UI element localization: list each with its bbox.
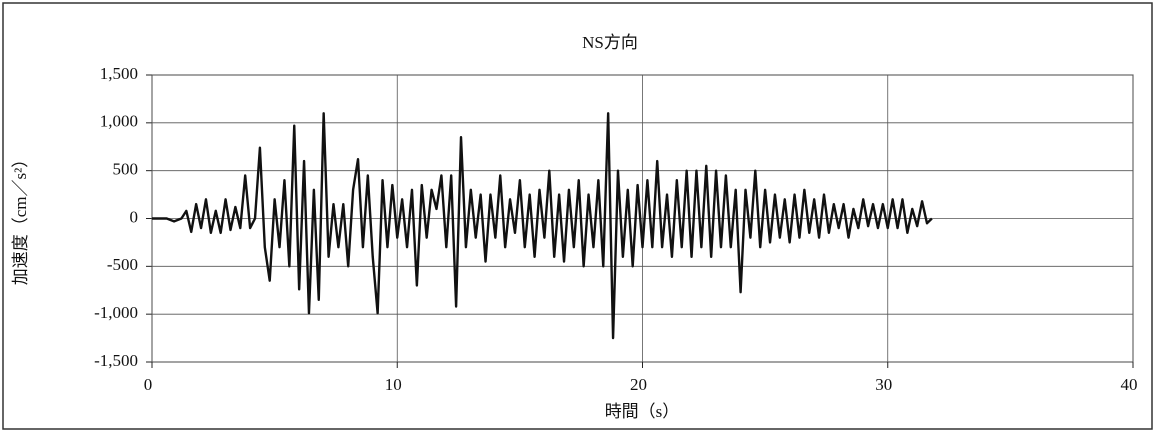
x-axis-label: 時間（s）: [605, 402, 680, 421]
y-tick-label: 1,000: [100, 112, 138, 131]
x-tick-label: 10: [385, 375, 402, 394]
chart-title: NS方向: [582, 33, 638, 52]
chart-frame: [2, 2, 1153, 430]
data-line: [152, 112, 933, 340]
y-tick-label: 1,500: [100, 64, 138, 83]
y-tick-label: 0: [130, 207, 139, 226]
y-tick-label: -1,000: [94, 303, 138, 322]
y-axis-label: 加速度（cm／s²）: [11, 151, 30, 285]
x-tick-label: 20: [630, 375, 647, 394]
y-tick-label: 500: [113, 160, 139, 179]
x-tick-label: 30: [875, 375, 892, 394]
y-tick-label: -1,500: [94, 351, 138, 370]
x-tick-label: 0: [144, 375, 153, 394]
x-tick-label: 40: [1121, 375, 1138, 394]
y-tick-label: -500: [107, 255, 138, 274]
